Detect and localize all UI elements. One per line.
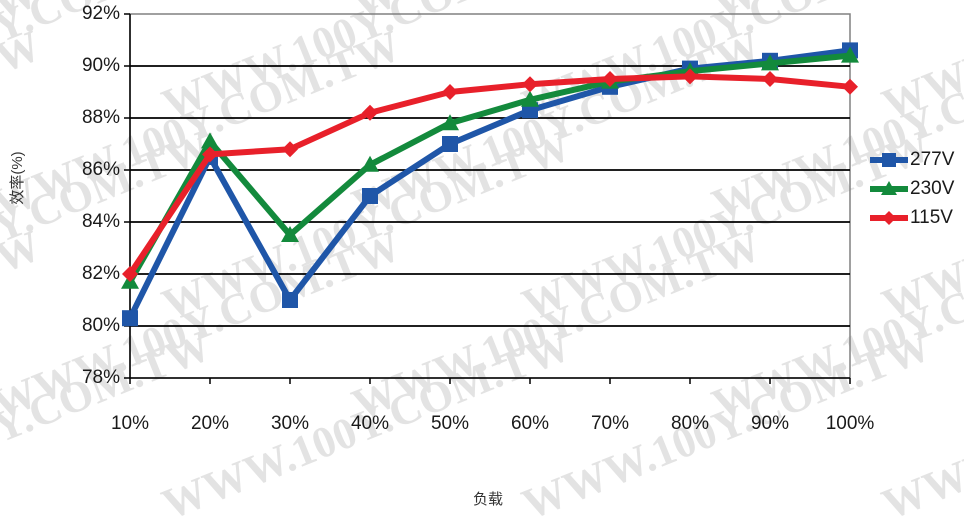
data-point-230v: [841, 46, 859, 63]
x-tick-label: 40%: [351, 413, 389, 434]
legend-item-277v: 277V: [870, 149, 955, 170]
legend-label: 277V: [910, 149, 955, 170]
axis-layer: 78% 80% 82% 84% 86% 88% 90% 92% 10% 20% 30% 40% 50% 6…: [82, 3, 874, 434]
series-line-115v: [127, 73, 853, 277]
legend-item-230v: 230V: [870, 178, 955, 199]
y-tick-label: 78%: [82, 367, 120, 388]
legend-label: 115V: [910, 207, 953, 228]
data-point-230v: [281, 226, 299, 242]
data-point-277v: [122, 310, 138, 327]
x-tick-label: 70%: [591, 413, 629, 434]
y-tick-label: 90%: [82, 55, 120, 76]
x-tick-label: 10%: [111, 413, 149, 434]
legend-label: 230V: [910, 178, 955, 199]
y-tick-label: 86%: [82, 159, 120, 180]
x-axis-title: 负载: [473, 491, 503, 508]
y-axis-title: 效率(%): [9, 151, 26, 204]
data-point-115v: [842, 78, 858, 95]
series-115v: [122, 68, 858, 282]
data-point-115v: [202, 146, 218, 163]
data-point-115v: [762, 71, 778, 87]
legend-swatch-marker: [882, 211, 896, 225]
x-tick-label: 60%: [511, 413, 549, 434]
data-point-230v: [201, 132, 219, 149]
data-point-115v: [602, 71, 618, 87]
data-point-230v: [521, 90, 539, 107]
y-tick-label: 92%: [82, 3, 120, 24]
series-line-230v: [127, 52, 853, 285]
y-tick-label: 88%: [82, 107, 120, 128]
data-point-115v: [122, 266, 138, 282]
legend-layer: 277V 230V 115V: [870, 149, 955, 228]
y-tick-label: 82%: [82, 263, 120, 284]
legend-swatch-marker: [882, 153, 896, 167]
x-tick-label: 90%: [751, 413, 789, 434]
x-tick-label: 30%: [271, 413, 309, 434]
data-point-230v: [761, 54, 779, 71]
x-tick-label: 50%: [431, 413, 469, 434]
x-tick-label: 80%: [671, 413, 709, 434]
x-tick-label: 20%: [191, 413, 229, 434]
data-point-277v: [442, 136, 458, 152]
data-point-230v: [361, 155, 379, 172]
data-point-115v: [282, 141, 298, 158]
data-point-115v: [682, 68, 698, 85]
legend-item-115v: 115V: [870, 207, 953, 228]
y-tick-label: 84%: [82, 211, 120, 232]
series-layer: [121, 42, 859, 327]
data-point-115v: [362, 104, 378, 121]
data-point-115v: [442, 84, 458, 100]
data-point-277v: [282, 292, 298, 308]
legend-swatch-marker: [881, 181, 897, 195]
data-point-230v: [441, 114, 459, 131]
series-230v: [121, 46, 859, 289]
data-point-277v: [362, 188, 378, 204]
data-point-115v: [522, 76, 538, 93]
y-tick-label: 80%: [82, 315, 120, 336]
x-tick-label: 100%: [826, 413, 875, 434]
